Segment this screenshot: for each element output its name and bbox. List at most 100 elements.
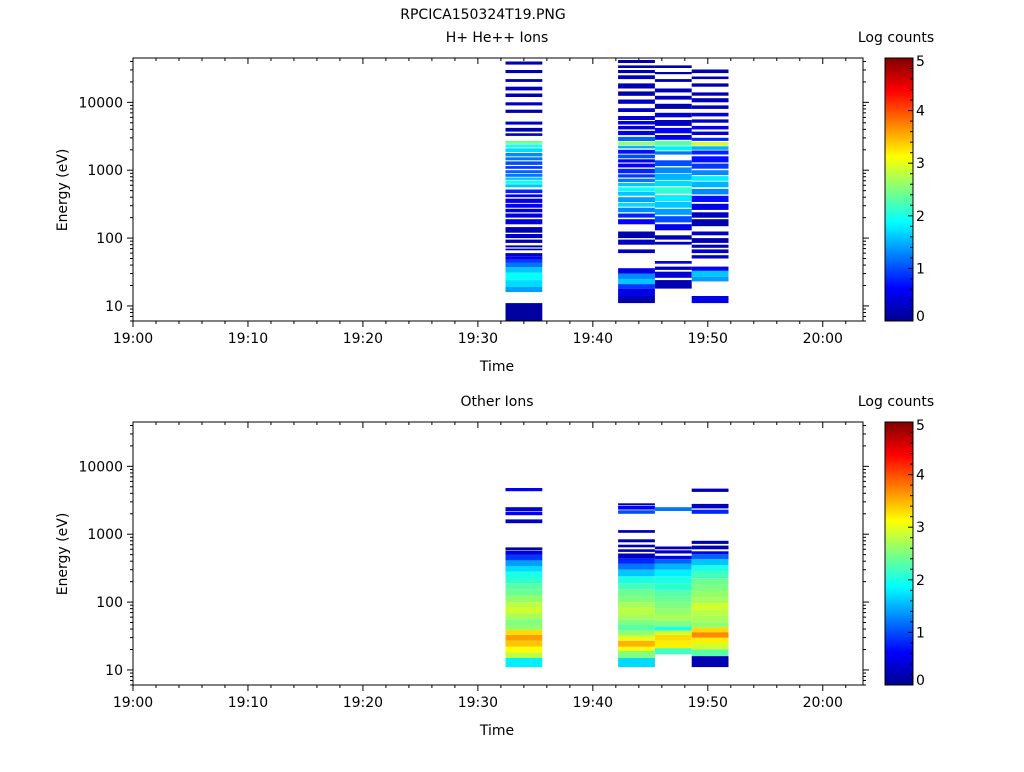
- colorbar: [884, 57, 914, 322]
- heatmap-cell: [618, 619, 655, 625]
- heatmap-cell: [505, 256, 543, 260]
- x-tick-label: 19:40: [573, 331, 613, 347]
- x-tick-label: 19:20: [343, 695, 383, 711]
- heatmap-cell: [618, 544, 655, 548]
- heatmap-cell: [654, 555, 692, 559]
- heatmap-cell: [618, 141, 655, 145]
- heatmap-cell: [691, 131, 729, 135]
- heatmap-cell: [618, 249, 655, 254]
- x-axis-label: Time: [479, 723, 514, 739]
- heatmap-cell: [691, 69, 729, 74]
- heatmap-cell: [654, 648, 692, 655]
- heatmap-cell: [691, 565, 729, 572]
- heatmap-cell: [691, 559, 729, 566]
- heatmap-cell: [691, 76, 729, 80]
- heatmap-cell: [505, 166, 543, 169]
- heatmap-cell: [691, 125, 729, 130]
- heatmap-cell: [654, 195, 692, 202]
- heatmap-cell: [505, 519, 543, 524]
- heatmap-cell: [505, 140, 543, 144]
- heatmap-cell: [618, 125, 655, 130]
- heatmap-cell: [654, 630, 692, 635]
- heatmap-cell: [691, 584, 729, 592]
- plot-frame: [132, 421, 864, 686]
- heatmap-cell: [654, 626, 692, 631]
- heatmap-cell: [691, 603, 729, 610]
- heatmap-cell: [618, 219, 655, 225]
- colorbar-tick-label: 3: [916, 520, 925, 536]
- y-tick-label: 10: [105, 663, 123, 679]
- x-tick-label: 19:00: [113, 331, 153, 347]
- heatmap-cell: [654, 146, 692, 151]
- heatmap-cell: [654, 550, 692, 554]
- colorbar-ticks: 0 1 2 3 4 5: [908, 54, 925, 325]
- heatmap-cell: [505, 550, 543, 555]
- heatmap-cell: [691, 642, 729, 650]
- heatmap-cell: [654, 596, 692, 603]
- heatmap-cell: [505, 613, 543, 620]
- heatmap-cell: [505, 595, 543, 603]
- heatmap-cell: [505, 262, 543, 268]
- heatmap-cell: [618, 83, 655, 89]
- heatmap-cell: [505, 507, 543, 511]
- heatmap-cell: [618, 635, 655, 641]
- heatmap-cell: [505, 658, 543, 668]
- heatmap-cell: [654, 271, 692, 278]
- heatmap-cell: [505, 303, 543, 321]
- heatmap-cell: [691, 146, 729, 150]
- heatmap-cell: [691, 276, 729, 282]
- heatmap-cell: [654, 546, 692, 550]
- heatmap-cell: [691, 540, 729, 544]
- heatmap-cell: [505, 70, 543, 74]
- heatmap-cell: [618, 197, 655, 202]
- heatmap-cell: [505, 652, 543, 658]
- heatmap-cell: [505, 253, 543, 257]
- heatmap-cell: [618, 549, 655, 552]
- y-axis-label: Energy (eV): [55, 149, 71, 232]
- heatmap-cell: [691, 649, 729, 657]
- heatmap-cell: [618, 569, 655, 577]
- heatmap-cell: [618, 108, 655, 112]
- heatmap-cell: [691, 176, 729, 181]
- heatmap-cell: [691, 181, 729, 188]
- colorbar-ticks: 0 1 2 3 4 5: [908, 418, 925, 689]
- heatmap-cell: [654, 79, 692, 82]
- heatmap-cell: [654, 95, 692, 100]
- heatmap-cells: [505, 60, 729, 321]
- heatmap-cell: [654, 88, 692, 93]
- y-tick-label: 10: [105, 299, 123, 315]
- x-tick-label: 19:10: [228, 331, 268, 347]
- heatmap-cell: [618, 145, 655, 149]
- heatmap-cell: [618, 296, 655, 304]
- heatmap-cell: [618, 651, 655, 658]
- heatmap-cell: [505, 566, 543, 572]
- heatmap-cell: [505, 170, 543, 174]
- heatmap-cell: [654, 614, 692, 621]
- heatmap-cell: [691, 545, 729, 550]
- heatmap-cell: [654, 576, 692, 584]
- heatmap-cell: [654, 65, 692, 68]
- heatmap-cell: [691, 509, 729, 514]
- heatmap-cell: [691, 244, 729, 248]
- heatmap-cell: [505, 79, 543, 82]
- heatmap-cell: [654, 563, 692, 570]
- heatmap-cell: [654, 180, 692, 187]
- heatmap-cell: [691, 119, 729, 123]
- heatmap-cell: [618, 589, 655, 596]
- heatmap-cell: [654, 167, 692, 174]
- panel-h-he-ions: H+ He++ Ions Log counts 19:00 19:10 19:20 1…: [55, 30, 934, 375]
- heatmap-cell: [505, 121, 543, 125]
- heatmap-cell: [505, 634, 543, 641]
- heatmap-cell: [505, 577, 543, 584]
- heatmap-cell: [654, 224, 692, 231]
- heatmap-cell: [505, 148, 543, 152]
- heatmap-cell: [618, 602, 655, 608]
- heatmap-cell: [505, 583, 543, 590]
- colorbar-label: Log counts: [858, 30, 934, 46]
- heatmap-cell: [691, 551, 729, 555]
- y-tick-label: 1000: [87, 163, 123, 179]
- x-axis: 19:00 19:10 19:20 19:30 19:40 19:50 20:00: [113, 58, 847, 347]
- heatmap-cell: [618, 174, 655, 178]
- heatmap-cell: [505, 102, 543, 106]
- heatmap-cell: [618, 646, 655, 651]
